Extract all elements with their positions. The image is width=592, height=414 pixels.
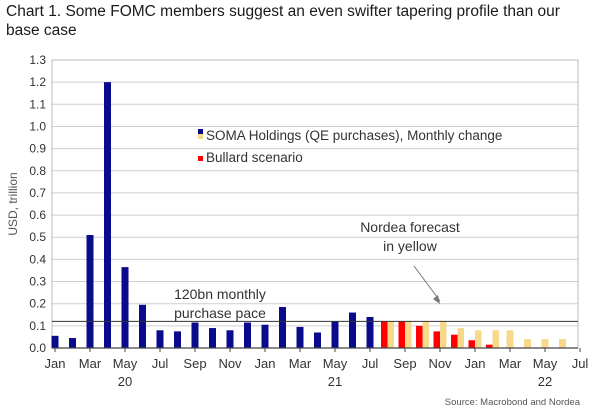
- y-tick-label: 0.7: [29, 186, 46, 200]
- y-tick-label: 0.3: [29, 275, 46, 289]
- soma-bar: [366, 316, 374, 348]
- bullard-bar: [416, 325, 423, 348]
- source-note: Source: Macrobond and Nordea: [444, 397, 580, 408]
- x-year-label: 21: [328, 374, 342, 389]
- x-tick-label: May: [113, 356, 138, 371]
- x-year-label: 22: [538, 374, 552, 389]
- soma-bar: [261, 324, 269, 348]
- soma-bar: [104, 82, 111, 349]
- legend-label-soma: SOMA Holdings (QE purchases), Monthly ch…: [206, 128, 502, 143]
- y-tick-label: 0.1: [29, 319, 46, 333]
- legend-swatch-forecast: [198, 134, 203, 139]
- soma-bar: [139, 304, 146, 348]
- y-tick-label: 0.6: [29, 208, 46, 222]
- soma-bar: [244, 322, 251, 348]
- soma-bar: [121, 267, 129, 348]
- annotation-forecast-line1: Nordea forecast: [360, 219, 460, 235]
- forecast-bar: [506, 330, 514, 348]
- soma-bar: [331, 321, 339, 348]
- y-axis-label: USD, trillion: [6, 172, 20, 235]
- annotation-pace-line2: purchase pace: [174, 305, 266, 321]
- bullard-bar: [451, 334, 458, 348]
- x-tick-label: Mar: [289, 356, 312, 371]
- x-tick-label: Jan: [465, 356, 486, 371]
- y-tick-label: 1.1: [29, 97, 46, 111]
- annotation-arrow: [413, 265, 441, 302]
- y-tick-label: 0.8: [29, 164, 46, 178]
- bullard-bar: [486, 344, 493, 348]
- y-tick-label: 0.4: [29, 252, 46, 266]
- y-tick-label: 0.9: [29, 142, 46, 156]
- forecast-bar: [524, 339, 531, 348]
- soma-bar: [314, 332, 321, 348]
- y-tick-label: 1.0: [29, 119, 46, 133]
- bullard-bar: [381, 321, 388, 348]
- legend-swatch-soma: [198, 129, 203, 134]
- soma-bar: [296, 326, 304, 348]
- forecast-bar: [492, 330, 499, 348]
- annotation-arrowhead: [433, 295, 440, 304]
- x-tick-label: Sep: [393, 356, 416, 371]
- legend-swatch-bullard: [198, 156, 203, 161]
- x-tick-label: Mar: [499, 356, 522, 371]
- x-tick-label: Jan: [45, 356, 66, 371]
- soma-bar: [86, 235, 94, 348]
- forecast-bar: [559, 339, 566, 348]
- y-tick-label: 1.3: [29, 53, 46, 67]
- forecast-bar: [422, 321, 429, 348]
- annotation-forecast-line2: in yellow: [383, 238, 438, 254]
- x-tick-label: Mar: [79, 356, 102, 371]
- x-tick-label: Jul: [572, 356, 589, 371]
- soma-bar: [226, 330, 234, 348]
- x-tick-label: May: [533, 356, 558, 371]
- x-tick-label: Nov: [428, 356, 452, 371]
- forecast-bar: [405, 321, 412, 348]
- x-tick-label: Jul: [362, 356, 379, 371]
- forecast-bar: [541, 339, 549, 348]
- plot-frame: [51, 59, 579, 349]
- bullard-bar: [468, 340, 475, 348]
- x-tick-label: Jul: [152, 356, 169, 371]
- x-tick-label: Jan: [255, 356, 276, 371]
- forecast-bar: [475, 330, 482, 348]
- soma-bar: [51, 335, 59, 348]
- x-year-label: 20: [118, 374, 132, 389]
- forecast-bar: [457, 328, 464, 348]
- soma-bar: [349, 312, 356, 348]
- soma-bar: [279, 307, 286, 348]
- legend-label-bullard: Bullard scenario: [206, 150, 303, 165]
- soma-bar: [191, 322, 199, 348]
- x-tick-label: May: [323, 356, 348, 371]
- y-tick-label: 0.2: [29, 297, 46, 311]
- soma-bar: [209, 328, 216, 348]
- annotation-pace-line1: 120bn monthly: [174, 286, 266, 302]
- soma-bar: [174, 331, 181, 348]
- bullard-bar: [398, 321, 405, 348]
- bullard-bar: [433, 331, 440, 348]
- soma-bar: [69, 338, 76, 348]
- chart-title: Chart 1. Some FOMC members suggest an ev…: [6, 3, 560, 39]
- x-tick-label: Sep: [183, 356, 206, 371]
- forecast-bar: [387, 321, 394, 348]
- forecast-bar: [440, 321, 447, 348]
- y-tick-label: 0.0: [29, 341, 46, 355]
- x-tick-label: Nov: [218, 356, 242, 371]
- soma-bar: [156, 330, 164, 348]
- y-tick-label: 1.2: [29, 75, 46, 89]
- y-tick-label: 0.5: [29, 230, 46, 244]
